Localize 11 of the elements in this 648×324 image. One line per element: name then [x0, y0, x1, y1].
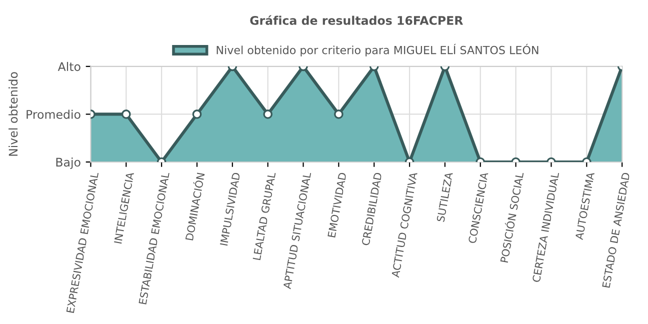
chart-title: Gráfica de resultados 16FACPER [250, 15, 463, 25]
category-label: Bajo [56, 158, 80, 169]
x-tick-label: LEALTAD GRUPAL [252, 172, 276, 260]
x-tick-label: ESTADO DE ANSIEDAD [602, 172, 630, 288]
y-axis-title: Nivel obtenido [8, 72, 18, 156]
category-label: Promedio [26, 110, 80, 119]
x-tick-label: SUTILEZA [436, 172, 453, 222]
x-tick-label: POSICIÓN SOCIAL [498, 171, 524, 263]
category-label: Alto [58, 62, 80, 72]
legend-label: Nivel obtenido por criterio para MIGUEL ELÍ SANTOS LEÓN [216, 44, 538, 56]
x-tick-label: ACTITUD COGNITIVA [391, 172, 418, 278]
